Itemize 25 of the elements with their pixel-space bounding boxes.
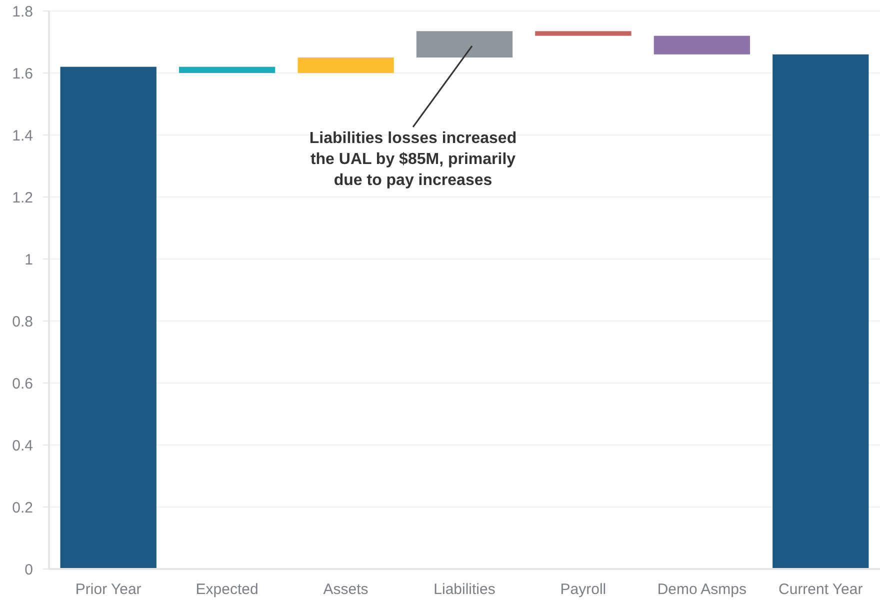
y-tick-label: 0.6: [12, 375, 33, 392]
y-tick-label: 1.4: [12, 127, 33, 144]
y-tick-label: 1.2: [12, 189, 33, 206]
bar: [654, 36, 750, 54]
x-tick-label: Payroll: [560, 581, 606, 598]
x-tick-label: Current Year: [778, 581, 863, 598]
y-tick-label: 1: [24, 251, 33, 268]
y-tick-label: 0.8: [12, 313, 33, 330]
bar: [772, 54, 869, 569]
x-tick-label: Expected: [196, 581, 258, 598]
y-tick-label: 0: [24, 561, 33, 578]
bar: [60, 66, 156, 569]
y-tick-label: 1.8: [12, 3, 33, 20]
x-tick-label: Assets: [323, 581, 368, 598]
bar: [178, 66, 276, 73]
y-tick-label: 0.4: [12, 437, 33, 454]
bar: [416, 31, 513, 58]
x-tick-label: Liabilities: [434, 581, 496, 598]
x-tick-label: Prior Year: [75, 581, 142, 598]
bar: [535, 31, 632, 36]
bar: [298, 58, 394, 73]
y-tick-label: 1.6: [12, 65, 33, 82]
y-tick-label: 0.2: [12, 499, 33, 516]
annotation: Liabilities losses increased the UAL by $85M, primarily due to pay increases: [309, 130, 517, 189]
x-tick-label: Demo Asmps: [657, 581, 747, 598]
